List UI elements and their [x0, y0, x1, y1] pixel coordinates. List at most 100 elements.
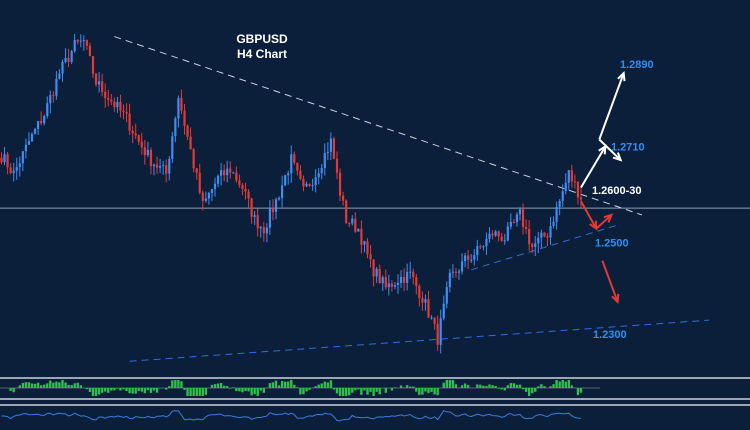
projection-arrow-up: [598, 71, 626, 140]
candle-body: [110, 99, 113, 102]
histogram-bar: [494, 386, 497, 388]
candle: [9, 163, 12, 174]
candle: [213, 177, 217, 197]
candle-body: [94, 73, 98, 85]
candle: [424, 294, 427, 311]
candle-body: [579, 197, 583, 200]
candle-body: [125, 112, 128, 114]
candle: [378, 264, 381, 284]
candle: [37, 120, 40, 136]
candle-body: [149, 149, 153, 167]
candle: [366, 238, 369, 259]
histogram-bar: [463, 383, 467, 388]
candle: [131, 125, 134, 144]
histogram-bar: [12, 388, 15, 393]
candle: [70, 49, 73, 64]
candle-body: [24, 144, 27, 152]
candle-body: [570, 170, 573, 182]
candle: [470, 254, 473, 263]
candle: [387, 274, 390, 296]
candle: [46, 96, 49, 119]
candle: [464, 252, 467, 268]
histogram-bar: [27, 382, 31, 388]
candle-body: [497, 231, 500, 237]
histogram-bar: [335, 388, 339, 394]
histogram-bar: [338, 388, 342, 396]
candle: [320, 163, 323, 180]
histogram-bar: [280, 381, 284, 388]
candle: [549, 216, 552, 245]
candle-body: [470, 259, 473, 261]
projection-arrow-shaft: [598, 72, 625, 140]
candle-body: [226, 168, 229, 176]
candle: [250, 197, 253, 224]
candle-body: [433, 317, 436, 324]
candle-body: [180, 97, 183, 111]
histogram-bar: [226, 386, 229, 388]
histogram-bar: [488, 384, 491, 388]
candle: [165, 159, 168, 183]
candle-body: [540, 232, 543, 238]
candle: [155, 156, 159, 175]
candle: [451, 264, 454, 278]
candle: [290, 145, 293, 183]
candle: [308, 183, 311, 187]
candle-body: [104, 91, 107, 99]
candle: [558, 199, 561, 216]
candle-body: [384, 277, 387, 288]
candle-body: [491, 233, 494, 236]
candle: [94, 72, 98, 87]
candle-body: [460, 261, 464, 272]
panel-separator: [0, 404, 750, 406]
candle-body: [186, 125, 189, 137]
histogram-bar: [277, 385, 281, 388]
candle: [210, 188, 214, 202]
candle: [192, 148, 195, 173]
candle: [497, 230, 500, 242]
candle: [381, 275, 384, 291]
candle: [149, 147, 153, 175]
candle-body: [274, 199, 278, 212]
oscillator-panel: [0, 404, 750, 422]
histogram-bar: [390, 388, 394, 391]
candle: [262, 221, 265, 242]
candle: [49, 90, 52, 114]
histogram-bar: [94, 388, 98, 396]
histogram-bar: [308, 388, 311, 390]
histogram-bar: [323, 381, 326, 388]
candle: [396, 274, 400, 294]
candle-body: [21, 151, 24, 164]
candle: [253, 211, 256, 225]
candle-body: [85, 40, 88, 46]
histogram-bar: [143, 388, 147, 394]
projection-arrow-down: [595, 213, 614, 230]
candle-body: [537, 237, 540, 244]
candle-body: [33, 128, 37, 134]
candle-body: [58, 73, 61, 79]
candle-body: [195, 168, 198, 173]
histogram-bar: [174, 380, 177, 388]
candle: [98, 72, 101, 93]
histogram-bar: [433, 388, 436, 395]
candle-body: [271, 208, 275, 212]
candle-body: [485, 238, 488, 247]
candle: [427, 290, 430, 318]
candle: [58, 69, 61, 80]
candle: [317, 168, 320, 185]
histogram-bar: [418, 388, 421, 395]
candle-body: [137, 135, 140, 142]
candle-body: [122, 110, 125, 113]
histogram-bar: [241, 388, 244, 393]
candle-body: [155, 164, 159, 168]
candles-layer: [0, 33, 583, 354]
histogram-bar: [213, 384, 217, 388]
candle: [52, 90, 55, 103]
candle-body: [119, 101, 122, 111]
histogram-bar: [113, 388, 116, 391]
candle: [125, 103, 128, 123]
candle-body: [457, 271, 461, 273]
histogram-bar: [192, 388, 195, 396]
histogram-bar: [73, 383, 76, 388]
candle-body: [220, 170, 223, 176]
histogram-bar: [351, 388, 354, 393]
